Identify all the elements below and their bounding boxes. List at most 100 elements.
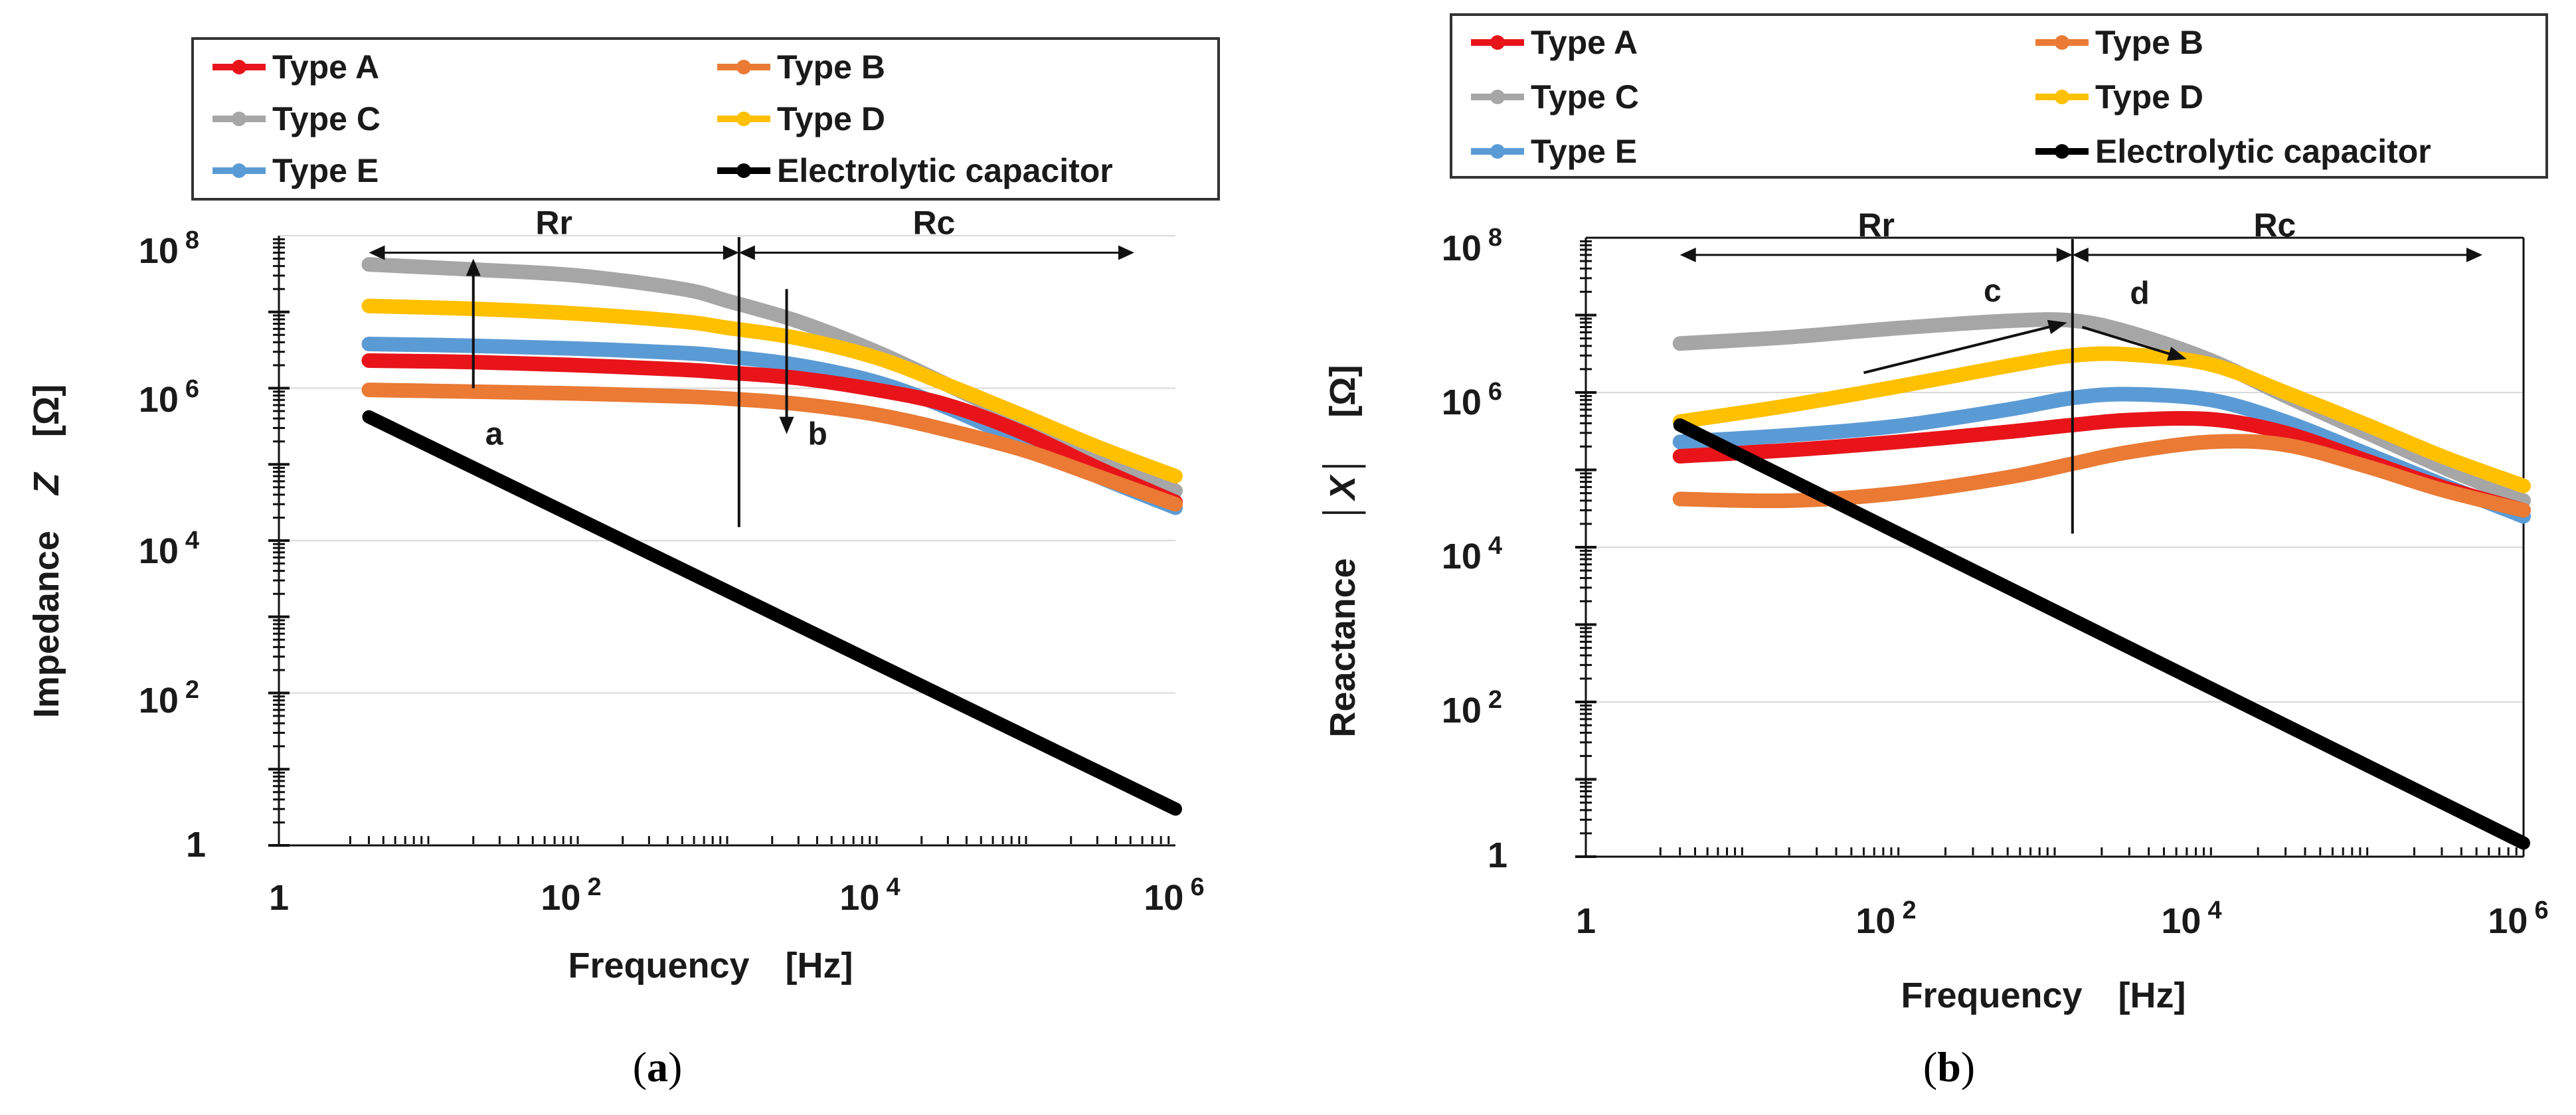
legend-marker-electrolytic	[2055, 144, 2069, 159]
legend-label-type-b: Type B	[777, 48, 885, 86]
y-minor-ticks-b	[1575, 240, 1596, 858]
legend-item-type-a: Type A	[1471, 24, 1638, 61]
x-tick-label: 10 4	[839, 873, 900, 918]
series-line-type-a	[361, 353, 1183, 509]
legend-item-type-e: Type E	[1471, 133, 1637, 170]
y-tick-label: 10 8	[139, 226, 199, 271]
gridlines-a	[279, 235, 1175, 694]
series-line-electrolytic	[362, 410, 1182, 816]
y-tick-labels-b: 1 10 2 10 4 10 6 10 8	[1442, 224, 1507, 875]
legend-marker-type-a	[1490, 35, 1505, 50]
series-line-type-d	[1672, 346, 2531, 493]
x-tick-label: 10 6	[2488, 897, 2548, 941]
y-tick-label: 1	[186, 825, 206, 865]
region-arrowhead	[1679, 247, 1696, 262]
plot-area-a: Rr Rc a b 1 10 2 10 4 10 6 10 8 1	[27, 204, 1205, 986]
legend-label-type-e: Type E	[1531, 133, 1637, 170]
panel-a: Type A Type B Type C Type D Type E	[27, 37, 1220, 1090]
region-label-rr: Rr	[535, 204, 572, 241]
legend-marker-type-b	[736, 60, 751, 74]
y-tick-label: 1	[1488, 835, 1507, 875]
caption-a: (a)	[633, 1043, 683, 1090]
annotation-arrow-c	[1863, 324, 2056, 375]
region-arrowhead	[369, 245, 385, 260]
region-arrowhead	[2056, 247, 2073, 262]
annotations-b: c d	[1863, 274, 2187, 375]
x-tick-label: 1	[1576, 901, 1596, 941]
annotation-arrow-d	[2081, 325, 2176, 357]
annotation-label-d: d	[2130, 276, 2149, 311]
region-arrowhead	[723, 245, 739, 260]
region-label-rc: Rc	[2253, 207, 2296, 244]
legend-item-type-a: Type A	[213, 48, 379, 86]
legend-marker-type-c	[1490, 90, 1505, 104]
legend-label-electrolytic: Electrolytic capacitor	[777, 152, 1113, 189]
legend-label-type-c: Type C	[1531, 78, 1639, 116]
caption-b: (b)	[1923, 1043, 1975, 1090]
legend-marker-type-d	[2055, 90, 2069, 104]
legend-item-type-c: Type C	[213, 100, 381, 137]
legend-marker-type-b	[2055, 35, 2069, 50]
y-minor-ticks-a	[268, 238, 290, 847]
legend-item-type-d: Type D	[2035, 78, 2203, 116]
x-axis-label-a: Frequency [Hz]	[568, 946, 853, 986]
legend-marker-type-e	[1490, 144, 1505, 159]
region-markers-b: Rr Rc	[1679, 207, 2482, 534]
y-axis-label-a: Impedance Z [Ω]	[27, 385, 66, 718]
annotation-arrowhead-c	[2047, 319, 2067, 335]
series-lines-b	[1672, 312, 2531, 850]
series-line-type-b	[1672, 434, 2531, 518]
legend-label-electrolytic: Electrolytic capacitor	[2095, 133, 2431, 170]
y-tick-label: 10 6	[139, 375, 199, 420]
legend-label-type-a: Type A	[1531, 24, 1638, 61]
annotation-arrowhead-b	[779, 416, 794, 434]
legend-box	[1450, 13, 2548, 179]
x-tick-labels-b: 1 10 2 10 4 10 6	[1576, 897, 2549, 941]
legend-label-type-c: Type C	[272, 100, 381, 137]
annotation-arrowhead-d	[2166, 347, 2187, 361]
legend-b: Type A Type B Type C Type D Type E	[1450, 13, 2548, 179]
panel-b: Type A Type B Type C Type D Type E	[1322, 13, 2549, 1090]
legend-label-type-e: Type E	[272, 152, 379, 189]
region-arrowhead	[1118, 245, 1134, 260]
x-tick-label: 10 2	[1855, 897, 1916, 941]
annotation-arrowhead-a	[466, 258, 481, 276]
annotation-label-a: a	[485, 417, 503, 452]
region-arrowhead	[2072, 247, 2089, 262]
y-tick-labels-a: 1 10 2 10 4 10 6 10 8	[139, 226, 206, 865]
region-arrowhead	[2466, 247, 2482, 262]
x-tick-label: 10 4	[2161, 897, 2221, 941]
series-line-electrolytic	[1673, 418, 2530, 850]
legend-marker-type-a	[232, 60, 246, 74]
legend-marker-electrolytic	[736, 163, 751, 178]
legend-item-electrolytic: Electrolytic capacitor	[2035, 133, 2431, 170]
series-line-type-c	[1672, 312, 2531, 508]
y-tick-label: 10 4	[1442, 532, 1502, 576]
y-tick-label: 10 2	[139, 676, 199, 721]
x-tick-labels-a: 1 10 2 10 4 10 6	[269, 873, 1205, 918]
legend-label-type-b: Type B	[2095, 24, 2203, 61]
y-axis-label-b: Reactance │X│ [Ω]	[1322, 365, 1366, 738]
x-minor-ticks-a	[349, 836, 1170, 844]
legend-marker-type-d	[736, 112, 751, 126]
legend-item-type-b: Type B	[2035, 24, 2203, 61]
legend-item-electrolytic: Electrolytic capacitor	[717, 152, 1113, 189]
annotations-a: a b	[466, 258, 827, 452]
legend-marker-type-c	[232, 112, 246, 126]
y-tick-label: 10 6	[1442, 378, 1502, 422]
y-tick-label: 10 2	[1442, 686, 1502, 730]
legend-label-type-d: Type D	[777, 100, 885, 137]
annotation-label-b: b	[808, 417, 827, 452]
legend-marker-type-e	[232, 163, 246, 178]
y-tick-label: 10 8	[1442, 224, 1502, 268]
legend-a: Type A Type B Type C Type D Type E	[191, 37, 1220, 201]
plot-area-b: Rr Rc c d 1 10 2 10 4 10 6 10 8 1 10 2	[1322, 207, 2549, 1015]
region-label-rr: Rr	[1857, 207, 1895, 244]
x-axis-label-b: Frequency [Hz]	[1901, 976, 2186, 1015]
series-line-type-b	[361, 383, 1183, 512]
x-tick-label: 10 2	[541, 873, 601, 918]
legend-box	[191, 37, 1220, 201]
series-lines-a	[361, 257, 1183, 816]
series-line-type-d	[361, 298, 1183, 483]
